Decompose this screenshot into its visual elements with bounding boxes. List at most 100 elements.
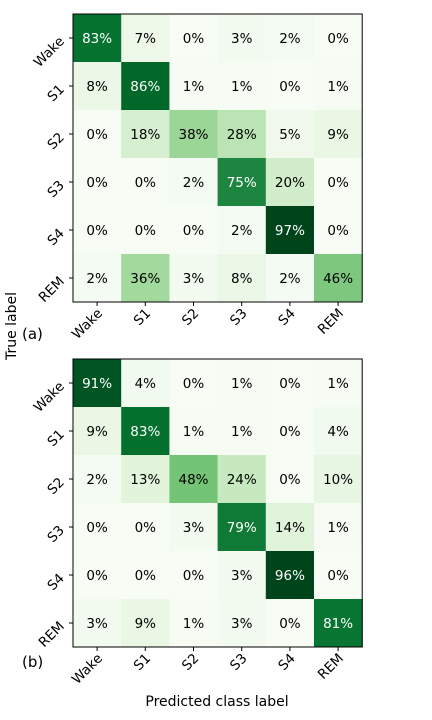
y-tick-label-s4: S4	[44, 226, 67, 249]
y-tick-label-s3: S3	[44, 523, 67, 546]
heatmap-cell-rem-s2	[169, 254, 219, 303]
cell-value-label: 0%	[327, 175, 349, 191]
heatmap-frame	[72, 358, 363, 648]
y-tick-label-wake: Wake	[31, 34, 68, 71]
heatmap-cell-s4-wake	[73, 551, 122, 600]
cell-value-label: 0%	[279, 79, 301, 95]
x-tick-label-rem: REM	[315, 306, 347, 338]
cell-value-label: 0%	[135, 223, 157, 239]
cell-value-label: 81%	[323, 616, 353, 632]
heatmap-cell-s1-s1	[121, 62, 170, 111]
cell-value-label: 2%	[279, 31, 301, 47]
y-tick-label-rem: REM	[36, 619, 68, 651]
x-axis-label: Predicted class label	[145, 694, 288, 710]
cell-value-label: 0%	[86, 127, 108, 143]
heatmap-frame	[72, 13, 363, 303]
heatmap-cell-s2-s1	[121, 455, 170, 504]
heatmap-cell-s2-rem	[314, 110, 363, 159]
cell-value-label: 83%	[130, 424, 160, 440]
cell-value-label: 0%	[279, 424, 301, 440]
cell-value-label: 48%	[178, 472, 208, 488]
heatmap-cell-s1-s4	[265, 407, 315, 456]
x-tick-label-rem: REM	[315, 651, 347, 683]
cell-value-label: 3%	[86, 616, 108, 632]
cell-value-label: 0%	[135, 520, 157, 536]
y-axis-label: True label	[4, 292, 20, 361]
cell-value-label: 0%	[279, 472, 301, 488]
heatmap-cell-wake-wake	[73, 359, 122, 408]
heatmap-cell-s4-rem	[314, 551, 363, 600]
heatmap-cell-rem-wake	[73, 254, 122, 303]
cell-value-label: 4%	[327, 424, 349, 440]
cell-value-label: 2%	[279, 271, 301, 287]
x-tick-label-s3: S3	[227, 651, 250, 674]
cell-value-label: 0%	[86, 223, 108, 239]
cell-value-label: 0%	[86, 568, 108, 584]
cell-value-label: 0%	[327, 223, 349, 239]
x-tick-label-wake: Wake	[69, 651, 106, 688]
heatmap-cell-s3-s1	[121, 503, 170, 552]
cell-value-label: 38%	[178, 127, 208, 143]
cell-value-label: 1%	[183, 424, 205, 440]
x-tick-label-s4: S4	[275, 306, 298, 329]
confusion-matrix-panel-a: 83% 7% 0% 3% 2% 0% 8% 86% 1% 1% 0% 1% 0% 18% 38% 28% 5% 9…	[22, 13, 363, 343]
cell-value-label: 75%	[227, 175, 257, 191]
heatmap-cell-rem-wake	[73, 599, 122, 648]
y-tick-label-rem: REM	[36, 274, 68, 306]
y-tick-label-s2: S2	[44, 475, 67, 498]
cell-value-label: 24%	[227, 472, 257, 488]
y-tick-label-s1: S1	[44, 82, 67, 105]
cell-value-label: 0%	[135, 175, 157, 191]
heatmap-cell-s4-wake	[73, 206, 122, 255]
cell-value-label: 1%	[231, 424, 253, 440]
cell-value-label: 10%	[323, 472, 353, 488]
cell-value-label: 91%	[82, 376, 112, 392]
x-tick-label-s1: S1	[131, 651, 154, 674]
cell-value-label: 0%	[86, 175, 108, 191]
cell-value-label: 96%	[275, 568, 305, 584]
heatmap-cell-s3-wake	[73, 158, 122, 207]
cell-value-label: 0%	[183, 376, 205, 392]
y-tick-label-wake: Wake	[31, 379, 68, 416]
cell-value-label: 3%	[183, 520, 205, 536]
cell-value-label: 0%	[135, 568, 157, 584]
heatmap-cell-s3-rem	[314, 158, 363, 207]
cell-value-label: 0%	[327, 31, 349, 47]
cell-value-label: 9%	[135, 616, 157, 632]
y-tick-label-s1: S1	[44, 427, 67, 450]
heatmap-cell-rem-s3	[217, 254, 267, 303]
heatmap-cell-s1-s3	[217, 62, 267, 111]
heatmap-cell-s3-s3	[217, 503, 267, 552]
x-tick-label-s3: S3	[227, 306, 250, 329]
heatmap-cell-s3-s4	[265, 503, 315, 552]
heatmap-cell-s3-s1	[121, 158, 170, 207]
heatmap-cell-s4-s3	[217, 206, 267, 255]
cell-value-label: 1%	[327, 376, 349, 392]
heatmap-cell-s2-s2	[169, 455, 219, 504]
heatmap-cell-s1-s3	[217, 407, 267, 456]
heatmap-cell-s4-s3	[217, 551, 267, 600]
cell-value-label: 83%	[82, 31, 112, 47]
cell-value-label: 97%	[275, 223, 305, 239]
cell-value-label: 5%	[279, 127, 301, 143]
x-tick-label-wake: Wake	[69, 306, 106, 343]
heatmap-cell-wake-s1	[121, 14, 170, 63]
heatmap-cell-s1-s1	[121, 407, 170, 456]
heatmap-cell-rem-s4	[265, 599, 315, 648]
heatmap-cell-s1-s4	[265, 62, 315, 111]
heatmap-cell-rem-s1	[121, 599, 170, 648]
cell-value-label: 3%	[183, 271, 205, 287]
cell-value-label: 46%	[323, 271, 353, 287]
heatmap-cell-s1-rem	[314, 62, 363, 111]
heatmap-cell-wake-s2	[169, 14, 219, 63]
heatmap-cell-s4-s4	[265, 551, 315, 600]
cell-value-label: 1%	[183, 616, 205, 632]
heatmap-cell-wake-s4	[265, 14, 315, 63]
heatmap-cell-s3-rem	[314, 503, 363, 552]
heatmap-cell-s1-s2	[169, 407, 219, 456]
heatmap-cell-s4-s1	[121, 206, 170, 255]
x-tick-label-s2: S2	[179, 306, 202, 329]
cell-value-label: 36%	[130, 271, 160, 287]
cell-value-label: 0%	[183, 31, 205, 47]
cell-value-label: 2%	[183, 175, 205, 191]
